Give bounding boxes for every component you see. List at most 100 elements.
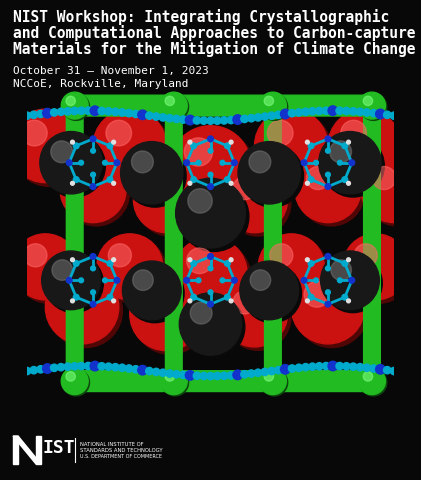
- Circle shape: [132, 110, 139, 118]
- Circle shape: [330, 141, 352, 163]
- Circle shape: [280, 364, 290, 374]
- Circle shape: [24, 244, 47, 267]
- Circle shape: [71, 181, 75, 185]
- Circle shape: [343, 234, 409, 300]
- FancyBboxPatch shape: [364, 115, 380, 372]
- Circle shape: [248, 370, 255, 377]
- Circle shape: [90, 184, 96, 190]
- Circle shape: [57, 363, 65, 371]
- Circle shape: [306, 299, 309, 303]
- Circle shape: [323, 254, 382, 312]
- Circle shape: [224, 294, 230, 300]
- Circle shape: [264, 96, 274, 106]
- Circle shape: [346, 181, 350, 185]
- FancyBboxPatch shape: [73, 371, 176, 392]
- Circle shape: [133, 281, 207, 354]
- Circle shape: [30, 111, 37, 119]
- Circle shape: [361, 156, 421, 223]
- Circle shape: [45, 254, 103, 312]
- Circle shape: [91, 148, 96, 153]
- Circle shape: [359, 92, 385, 119]
- Circle shape: [191, 177, 197, 182]
- Circle shape: [61, 368, 88, 395]
- Bar: [13, 436, 18, 464]
- Circle shape: [114, 277, 120, 283]
- Circle shape: [363, 364, 370, 372]
- Circle shape: [78, 362, 85, 370]
- Circle shape: [103, 160, 107, 165]
- Circle shape: [224, 261, 230, 266]
- Circle shape: [103, 278, 107, 283]
- Circle shape: [179, 182, 249, 252]
- Circle shape: [23, 367, 31, 375]
- Circle shape: [196, 160, 201, 165]
- Circle shape: [143, 288, 168, 314]
- Circle shape: [319, 132, 381, 194]
- Circle shape: [291, 271, 365, 344]
- Circle shape: [66, 372, 75, 381]
- Circle shape: [233, 115, 242, 124]
- Circle shape: [152, 368, 160, 375]
- Circle shape: [275, 367, 282, 374]
- Circle shape: [349, 108, 357, 115]
- Circle shape: [302, 363, 309, 371]
- Circle shape: [342, 261, 348, 266]
- Circle shape: [306, 181, 309, 185]
- Circle shape: [190, 302, 212, 324]
- Circle shape: [91, 266, 96, 271]
- Circle shape: [346, 140, 350, 144]
- Circle shape: [188, 140, 192, 144]
- Circle shape: [85, 362, 92, 370]
- Polygon shape: [13, 436, 41, 464]
- Circle shape: [259, 92, 286, 119]
- Circle shape: [359, 368, 385, 395]
- Circle shape: [306, 167, 330, 190]
- Circle shape: [341, 120, 366, 146]
- Circle shape: [316, 362, 323, 370]
- Circle shape: [166, 115, 173, 122]
- Circle shape: [107, 261, 113, 266]
- Circle shape: [270, 244, 293, 267]
- Circle shape: [30, 367, 37, 374]
- Circle shape: [208, 172, 213, 177]
- Circle shape: [261, 237, 328, 303]
- Circle shape: [376, 364, 385, 374]
- Circle shape: [322, 362, 330, 370]
- Circle shape: [248, 115, 255, 122]
- Circle shape: [322, 135, 384, 197]
- Circle shape: [51, 141, 72, 163]
- Circle shape: [338, 278, 342, 283]
- Circle shape: [233, 370, 242, 380]
- Circle shape: [63, 94, 90, 120]
- Circle shape: [146, 112, 153, 120]
- Circle shape: [208, 253, 213, 259]
- Circle shape: [342, 294, 348, 300]
- Circle shape: [363, 96, 373, 106]
- Text: NCCoE, Rockville, Maryland: NCCoE, Rockville, Maryland: [13, 79, 189, 89]
- Circle shape: [370, 109, 377, 117]
- Circle shape: [342, 143, 348, 149]
- Circle shape: [241, 115, 248, 122]
- Circle shape: [165, 96, 174, 106]
- Circle shape: [309, 363, 316, 371]
- Circle shape: [321, 251, 379, 310]
- Circle shape: [67, 160, 72, 166]
- Circle shape: [360, 369, 387, 396]
- Circle shape: [356, 363, 364, 371]
- Circle shape: [316, 107, 323, 115]
- Circle shape: [98, 362, 105, 370]
- Circle shape: [298, 160, 364, 226]
- Circle shape: [107, 143, 113, 149]
- Circle shape: [342, 177, 348, 182]
- Circle shape: [37, 366, 44, 373]
- Circle shape: [170, 126, 251, 206]
- Circle shape: [343, 362, 350, 370]
- Circle shape: [185, 115, 195, 125]
- Circle shape: [43, 364, 52, 373]
- FancyBboxPatch shape: [67, 115, 83, 372]
- Circle shape: [132, 366, 139, 373]
- Circle shape: [390, 367, 398, 375]
- Circle shape: [64, 108, 72, 115]
- Circle shape: [174, 130, 255, 211]
- FancyBboxPatch shape: [172, 371, 275, 392]
